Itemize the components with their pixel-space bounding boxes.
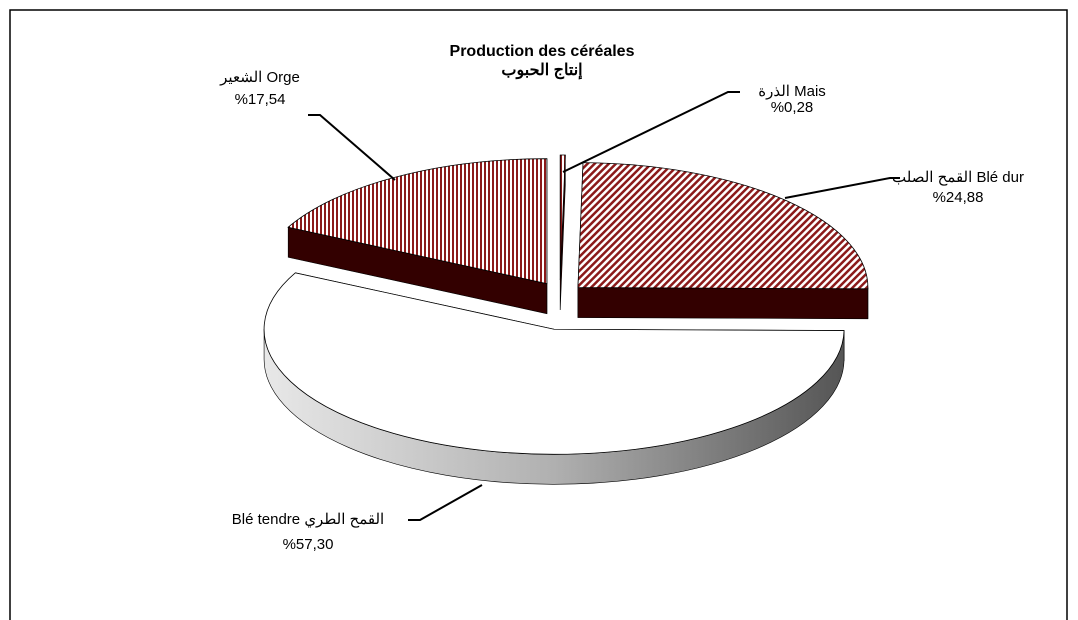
leader-line [408, 484, 483, 521]
leader-lines [308, 91, 900, 521]
leader-line [308, 114, 396, 181]
value-label: %0,28 [771, 99, 814, 116]
category-label: الذرة Mais [758, 83, 826, 100]
slice [287, 158, 548, 285]
slices [263, 154, 869, 485]
value-label: %17,54 [235, 91, 286, 108]
chart-subtitle: إنتاج الحبوب [501, 62, 582, 80]
slice-edge [577, 287, 869, 320]
slice [559, 154, 566, 281]
frame [9, 9, 1068, 620]
category-label: Blé tendre القمح الطري [232, 511, 384, 528]
leader-line [562, 91, 740, 173]
slice [577, 162, 869, 290]
leader-line [784, 177, 900, 199]
category-label: الشعير Orge [219, 69, 300, 86]
value-label: %57,30 [283, 536, 334, 553]
slice [263, 272, 845, 455]
category-label: القمح الصلب Blé dur [892, 169, 1024, 186]
chart-title: Production des céréales [450, 43, 635, 60]
value-label: %24,88 [933, 189, 984, 206]
